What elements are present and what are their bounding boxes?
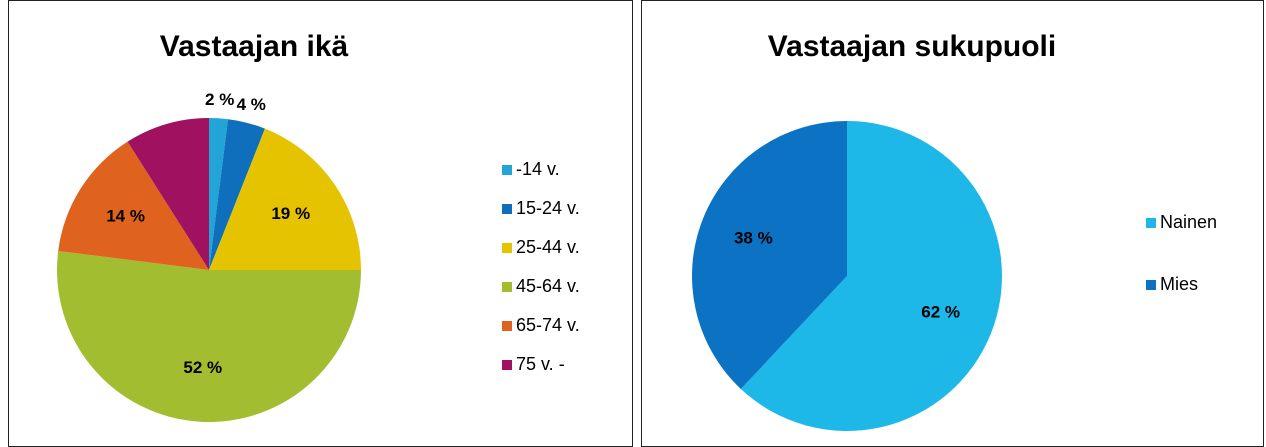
pie-slice [691,121,847,389]
legend-label: 65-74 v. [516,315,580,335]
legend-swatch [502,243,512,253]
legend-swatch [1146,218,1156,228]
pie-slice [209,118,229,270]
legend-label: 75 v. - [516,354,565,374]
data-label: 2 % [205,90,234,109]
legend-label: 25-44 v. [516,237,580,257]
legend-swatch [502,282,512,292]
data-label: 19 % [271,204,310,223]
legend-swatch [502,321,512,331]
pie-slice [57,250,362,423]
pie-slice [127,118,209,270]
legend-swatch [502,165,512,175]
legend-label: -14 v. [516,159,560,179]
data-label: 38 % [734,228,773,247]
data-label: 4 % [237,95,266,114]
pie-slice [58,141,210,270]
data-label: 62 % [921,303,960,322]
chart-title: Vastaajan ikä [160,30,349,63]
legend-swatch [502,204,512,214]
pie-slice [209,128,361,270]
legend-label: Mies [1160,274,1198,294]
legend-swatch [502,360,512,370]
chart-title: Vastaajan sukupuoli [768,30,1056,63]
legend-label: 45-64 v. [516,276,580,296]
pie-slice [209,119,265,270]
legend-label: 15-24 v. [516,198,580,218]
legend-label: Nainen [1160,212,1217,232]
data-label: 52 % [183,358,222,377]
data-label: 14 % [106,207,145,226]
legend-swatch [1146,280,1156,290]
pie-slice [740,121,1002,431]
